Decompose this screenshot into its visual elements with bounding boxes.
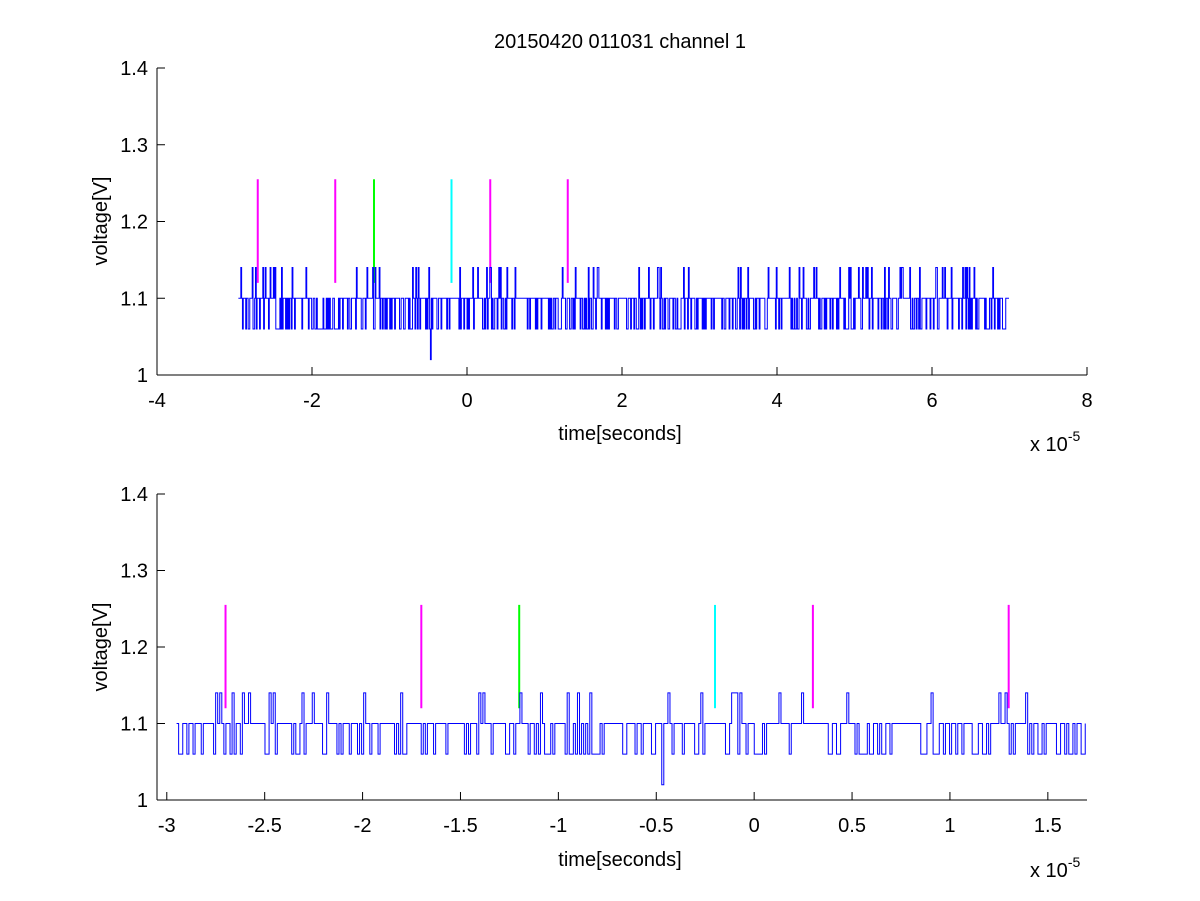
bottom-plot-ylabel: voltage[V] xyxy=(90,603,112,692)
x-tick-label: -3 xyxy=(158,815,176,837)
y-tick-label: 1 xyxy=(137,365,148,387)
x-tick-label: -1.5 xyxy=(443,815,477,837)
top-plot-x-multiplier-exponent: -5 xyxy=(1068,428,1081,444)
y-tick-label: 1.2 xyxy=(120,212,148,234)
bottom-plot-ticks: -3 -2.5 -2 -1.5 -1 -0.5 0 0.5 1 1.5 1 1.1 1.2 1.3 1.4 xyxy=(120,484,1062,837)
bottom-plot-x-multiplier-exponent: -5 xyxy=(1068,854,1081,870)
bottom-plot-xlabel: time[seconds] xyxy=(558,849,681,871)
x-tick-label: 0.5 xyxy=(838,815,866,837)
y-tick-label: 1.1 xyxy=(120,714,148,736)
x-tick-label: -1 xyxy=(549,815,567,837)
x-tick-label: 1 xyxy=(944,815,955,837)
top-plot: -4 -2 0 2 4 6 8 1 1.1 1.2 1.3 1.4 time[seconds] vol… xyxy=(90,58,1093,456)
x-tick-label: 0 xyxy=(461,390,472,412)
y-tick-label: 1.4 xyxy=(120,484,148,506)
y-tick-label: 1.4 xyxy=(120,58,148,80)
x-tick-label: -2 xyxy=(303,390,321,412)
top-plot-xlabel: time[seconds] xyxy=(558,423,681,445)
x-tick-label: -4 xyxy=(148,390,166,412)
x-tick-label: 6 xyxy=(926,390,937,412)
x-tick-label: 4 xyxy=(771,390,782,412)
bottom-plot: -3 -2.5 -2 -1.5 -1 -0.5 0 0.5 1 1.511.11.21.31.4 … xyxy=(90,484,1087,882)
bottom-plot-markers xyxy=(224,604,1010,709)
x-tick-label: 0 xyxy=(749,815,760,837)
y-tick-label: 1 xyxy=(137,790,148,812)
x-tick-label: -0.5 xyxy=(639,815,673,837)
figure-title: 20150420 011031 channel 1 xyxy=(494,31,746,53)
top-plot-ylabel: voltage[V] xyxy=(90,177,112,266)
y-tick-label: 1.1 xyxy=(120,288,148,310)
top-plot-ticks: -4 -2 0 2 4 6 8 1 1.1 1.2 1.3 1.4 xyxy=(120,58,1092,412)
x-tick-label: 1.5 xyxy=(1034,815,1062,837)
top-plot-x-multiplier-base: x 10 xyxy=(1030,434,1068,456)
x-tick-label: -2.5 xyxy=(247,815,281,837)
y-tick-label: 1.3 xyxy=(120,135,148,157)
top-plot-signal-series xyxy=(238,267,1009,361)
y-tick-label: 1.3 xyxy=(120,561,148,583)
bottom-plot-x-multiplier: x 10-5 xyxy=(1030,854,1080,882)
x-tick-label: 8 xyxy=(1081,390,1092,412)
top-plot-markers xyxy=(256,179,569,283)
y-tick-label: 1.2 xyxy=(120,637,148,659)
x-tick-label: -2 xyxy=(354,815,372,837)
bottom-plot-signal-series xyxy=(176,692,1086,786)
top-plot-x-multiplier: x 10-5 xyxy=(1030,428,1080,456)
bottom-plot-x-multiplier-base: x 10 xyxy=(1030,860,1068,882)
x-tick-label: 2 xyxy=(616,390,627,412)
